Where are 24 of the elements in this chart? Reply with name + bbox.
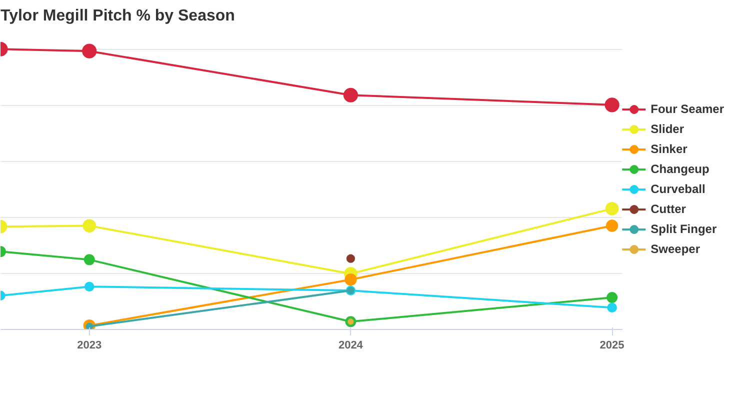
legend-label: Four Seamer [650, 102, 724, 116]
legend-label: Sweeper [650, 242, 700, 256]
point [604, 98, 620, 112]
x-tick-label: 2024 [338, 340, 364, 352]
x-tick-label: 2023 [77, 340, 102, 352]
point [607, 302, 617, 313]
point [344, 274, 357, 286]
legend-label: Sinker [650, 142, 688, 156]
legend-label: Slider [650, 122, 684, 136]
point [343, 88, 358, 102]
point [82, 44, 97, 58]
point [346, 254, 355, 263]
chart-title: Tylor Megill Pitch % by Season [0, 8, 235, 24]
legend-label: Cutter [650, 202, 686, 216]
point [84, 282, 94, 292]
legend-label: Split Finger [650, 222, 717, 236]
x-tick-label: 2025 [600, 340, 624, 352]
point [84, 254, 95, 266]
point [605, 202, 619, 216]
point [606, 292, 618, 304]
point [606, 220, 618, 232]
legend-label: Curveball [650, 182, 706, 196]
point [82, 219, 96, 232]
legend-label: Changeup [650, 162, 710, 176]
